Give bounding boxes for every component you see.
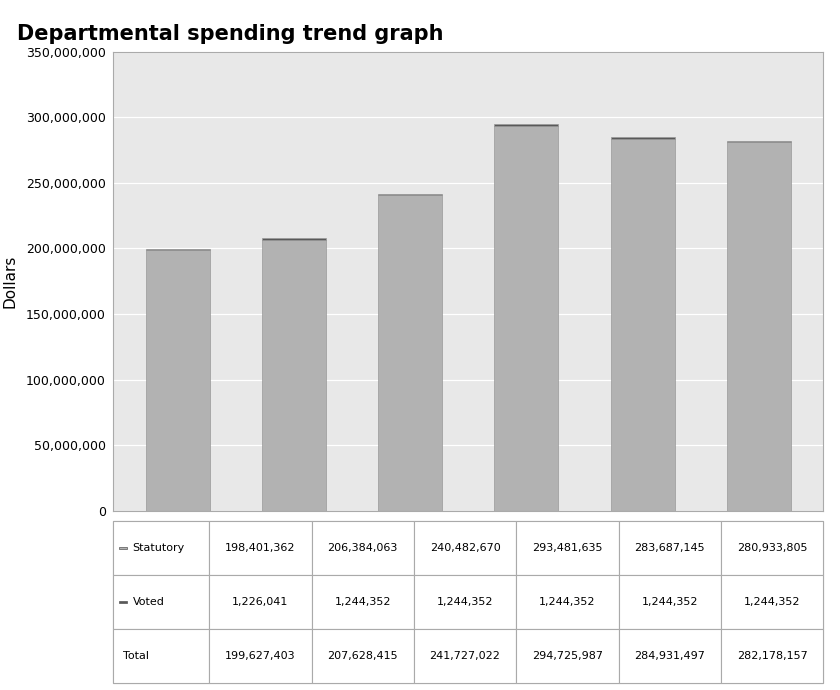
Bar: [312, 629, 414, 683]
Text: 1,244,352: 1,244,352: [437, 597, 493, 607]
Bar: [517, 575, 618, 629]
Bar: [495, 124, 559, 126]
Bar: [312, 521, 414, 575]
Bar: [113, 575, 209, 629]
Bar: [119, 546, 127, 549]
Bar: [145, 249, 210, 250]
Bar: [378, 195, 442, 511]
Bar: [414, 629, 517, 683]
Bar: [618, 629, 721, 683]
Text: 294,725,987: 294,725,987: [532, 651, 603, 661]
Text: 199,627,403: 199,627,403: [225, 651, 296, 661]
Text: 207,628,415: 207,628,415: [328, 651, 398, 661]
Bar: [414, 521, 517, 575]
Text: 206,384,063: 206,384,063: [328, 543, 398, 553]
Bar: [378, 194, 442, 195]
Text: 282,178,157: 282,178,157: [737, 651, 807, 661]
Bar: [517, 629, 618, 683]
Bar: [312, 575, 414, 629]
Text: 241,727,022: 241,727,022: [429, 651, 501, 661]
Bar: [618, 575, 721, 629]
Bar: [721, 521, 823, 575]
Text: 280,933,805: 280,933,805: [737, 543, 807, 553]
Bar: [414, 575, 517, 629]
Text: 1,244,352: 1,244,352: [743, 597, 801, 607]
Text: Total: Total: [123, 651, 149, 661]
Bar: [727, 142, 791, 511]
Bar: [262, 239, 326, 240]
Bar: [209, 575, 312, 629]
Bar: [209, 521, 312, 575]
Text: 284,931,497: 284,931,497: [634, 651, 705, 661]
Bar: [209, 629, 312, 683]
Text: 1,244,352: 1,244,352: [539, 597, 596, 607]
Bar: [618, 521, 721, 575]
Bar: [727, 141, 791, 142]
Bar: [517, 521, 618, 575]
Bar: [262, 240, 326, 511]
Bar: [611, 137, 675, 139]
Text: Voted: Voted: [133, 597, 165, 607]
Text: 240,482,670: 240,482,670: [430, 543, 501, 553]
Text: 283,687,145: 283,687,145: [634, 543, 705, 553]
Bar: [113, 629, 209, 683]
Bar: [119, 600, 127, 604]
Bar: [611, 139, 675, 511]
Bar: [495, 126, 559, 511]
Text: 1,244,352: 1,244,352: [642, 597, 698, 607]
Bar: [145, 250, 210, 511]
Text: 1,226,041: 1,226,041: [232, 597, 289, 607]
Y-axis label: Dollars: Dollars: [3, 255, 18, 308]
Bar: [113, 521, 209, 575]
Text: Departmental spending trend graph: Departmental spending trend graph: [17, 24, 444, 44]
Text: Statutory: Statutory: [133, 543, 185, 553]
Bar: [721, 629, 823, 683]
Text: 1,244,352: 1,244,352: [334, 597, 391, 607]
Text: 198,401,362: 198,401,362: [225, 543, 296, 553]
Text: 293,481,635: 293,481,635: [532, 543, 602, 553]
Bar: [721, 575, 823, 629]
